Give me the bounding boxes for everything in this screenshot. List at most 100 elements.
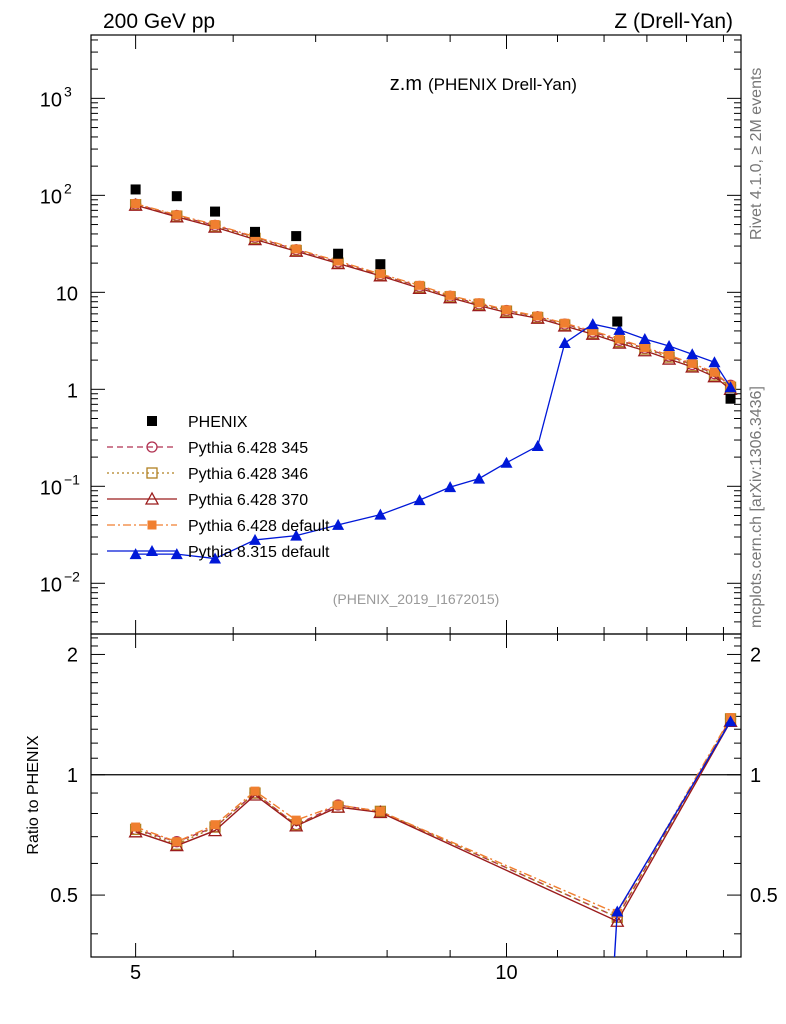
y-tick-label: 1 (67, 380, 78, 402)
data-point (171, 191, 182, 202)
ratio-y-tick-label-left: 2 (67, 644, 78, 666)
ratio-point (207, 823, 223, 837)
ratio-line-pythia-6-428-370 (135, 721, 732, 923)
data-point (708, 356, 721, 368)
ratio-ylabel: Ratio to PHENIX (25, 735, 42, 854)
ratio-point (210, 820, 220, 830)
header-right: Z (Drell-Yan) (614, 10, 733, 33)
data-point (502, 305, 512, 315)
ratio-point (172, 837, 182, 847)
data-point (664, 350, 674, 360)
data-point (290, 529, 303, 541)
ratio-y-tick-label-right: 1 (750, 765, 761, 787)
ratio-line-pythia-6-428-default (135, 717, 732, 915)
data-point (415, 280, 425, 290)
ratio-point (724, 715, 737, 727)
ratio-line-pythia-6-428-345 (135, 718, 732, 919)
data-point (560, 318, 570, 328)
legend-label: Pythia 6.428 default (188, 518, 330, 535)
ratio-y-tick-label-right: 2 (750, 644, 761, 666)
data-point (333, 256, 343, 266)
data-point (131, 199, 141, 209)
plot-subtitle: (PHENIX Drell-Yan) (428, 75, 577, 94)
x-tick-label: 5 (130, 962, 141, 984)
data-point (474, 298, 484, 308)
y-tick-label: 10 (40, 477, 62, 499)
series-line-pythia-6-428-370 (135, 204, 731, 390)
data-point (558, 337, 571, 349)
series-line-pythia-6-428-346 (135, 204, 731, 388)
data-point (291, 244, 301, 254)
data-point (375, 259, 386, 270)
legend-marker (146, 545, 158, 556)
data-point (249, 533, 262, 545)
legend-marker (147, 520, 157, 530)
data-point (531, 440, 544, 452)
ratio-y-tick-label-left: 0.5 (50, 885, 78, 907)
data-point (612, 316, 623, 327)
y-tick-label: 10 (40, 89, 62, 111)
data-point (210, 220, 220, 230)
ratio-point (375, 806, 385, 816)
header-left: 200 GeV pp (103, 10, 215, 33)
legend-marker (146, 441, 158, 453)
data-point (613, 323, 626, 335)
data-point (725, 393, 736, 404)
data-point (614, 334, 624, 344)
data-point (724, 381, 737, 393)
data-point (291, 231, 302, 242)
y-tick-exponent: −1 (64, 471, 80, 487)
data-point (413, 494, 426, 506)
y-tick-label: 10 (40, 186, 62, 208)
y-tick-exponent: 3 (64, 83, 72, 99)
y-tick-exponent: 2 (64, 180, 72, 196)
rivet-label: Rivet 4.1.0, ≥ 2M events (748, 68, 765, 240)
data-point (170, 548, 183, 560)
ratio-point (333, 800, 343, 810)
data-point (210, 206, 221, 217)
ratio-point (291, 815, 301, 825)
data-point (129, 548, 142, 560)
ratio-frame (90, 633, 742, 958)
y-tick-label: 10 (40, 574, 62, 596)
legend-marker (147, 416, 157, 426)
ratio-y-tick-label-right: 0.5 (750, 885, 778, 907)
data-point (533, 311, 543, 321)
plot-title: z.m (390, 73, 422, 95)
data-point (374, 508, 387, 520)
legend-label: PHENIX (188, 414, 248, 431)
data-point (130, 184, 141, 195)
data-point (333, 248, 344, 259)
ratio-y-tick-label-left: 1 (67, 765, 78, 787)
data-point (473, 472, 486, 484)
data-point (172, 210, 182, 220)
data-point (445, 290, 455, 300)
ratio-point (610, 913, 625, 927)
ratio-point (611, 905, 624, 917)
series-line-pythia-6-428-345 (135, 203, 731, 386)
data-point (586, 318, 599, 330)
data-point (375, 269, 385, 279)
legend: PHENIX Pythia 6.428 345 Pythia 6.428 346 Py… (107, 414, 330, 561)
data-point (250, 226, 261, 237)
data-point (332, 518, 345, 530)
analysis-tag: (PHENIX_2019_I1672015) (333, 591, 500, 607)
data-point (709, 367, 719, 377)
legend-marker (146, 467, 158, 479)
data-point (444, 481, 457, 493)
x-tick-label: 10 (495, 962, 517, 984)
legend-marker (144, 491, 160, 505)
data-point (500, 456, 513, 468)
legend-label: Pythia 6.428 346 (188, 466, 308, 483)
legend-label: Pythia 8.315 default (188, 544, 330, 561)
series-line-pythia-8-315-default (135, 323, 732, 560)
data-point (686, 348, 699, 360)
legend-label: Pythia 6.428 370 (188, 492, 308, 509)
ratio-panel: 5 10 0.5 0.5 1 1 2 2 (50, 633, 778, 984)
series-line-pythia-6-428-default (135, 203, 731, 386)
data-point (640, 342, 650, 352)
data-point (209, 552, 222, 564)
ratio-line-pythia-6-428-346 (135, 718, 732, 919)
